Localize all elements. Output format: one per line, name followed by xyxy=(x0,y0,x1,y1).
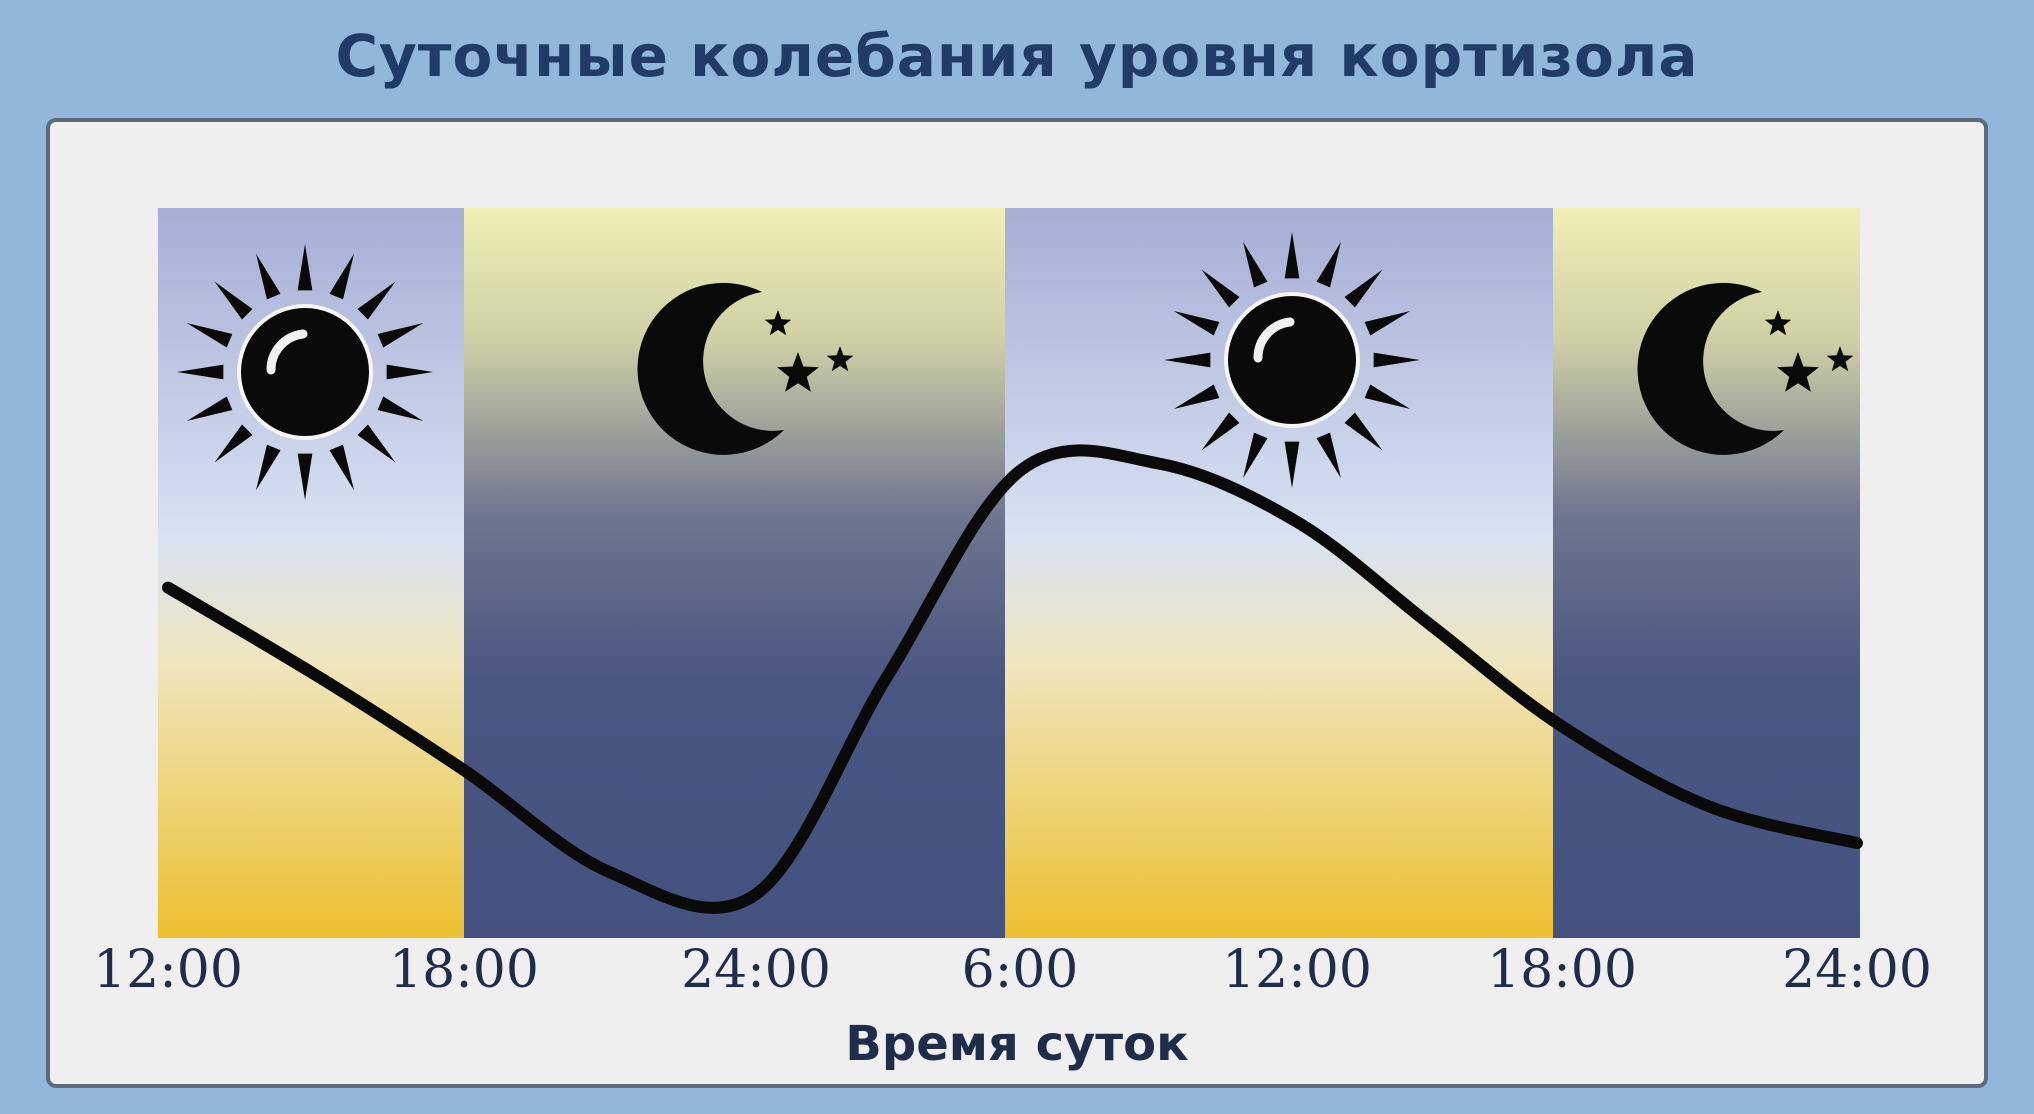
sun-icon xyxy=(177,244,433,500)
moon-stars-icon xyxy=(637,282,854,455)
x-axis-label: Время суток xyxy=(845,1016,1189,1072)
sun-icon xyxy=(1164,232,1420,488)
moon-stars-icon xyxy=(1637,282,1854,455)
chart-title: Суточные колебания уровня кортизола xyxy=(335,22,1699,90)
cortisol-curve xyxy=(162,444,1863,914)
x-tick-label: 6:00 xyxy=(961,940,1079,1000)
x-tick-label: 12:00 xyxy=(1222,940,1372,1000)
x-tick-label: 24:00 xyxy=(1782,940,1932,1000)
x-tick-label: 24:00 xyxy=(681,940,831,1000)
x-tick-label: 18:00 xyxy=(1487,940,1637,1000)
night-band xyxy=(464,208,1005,938)
x-tick-label: 18:00 xyxy=(389,940,539,1000)
x-tick-label: 12:00 xyxy=(93,940,243,1000)
